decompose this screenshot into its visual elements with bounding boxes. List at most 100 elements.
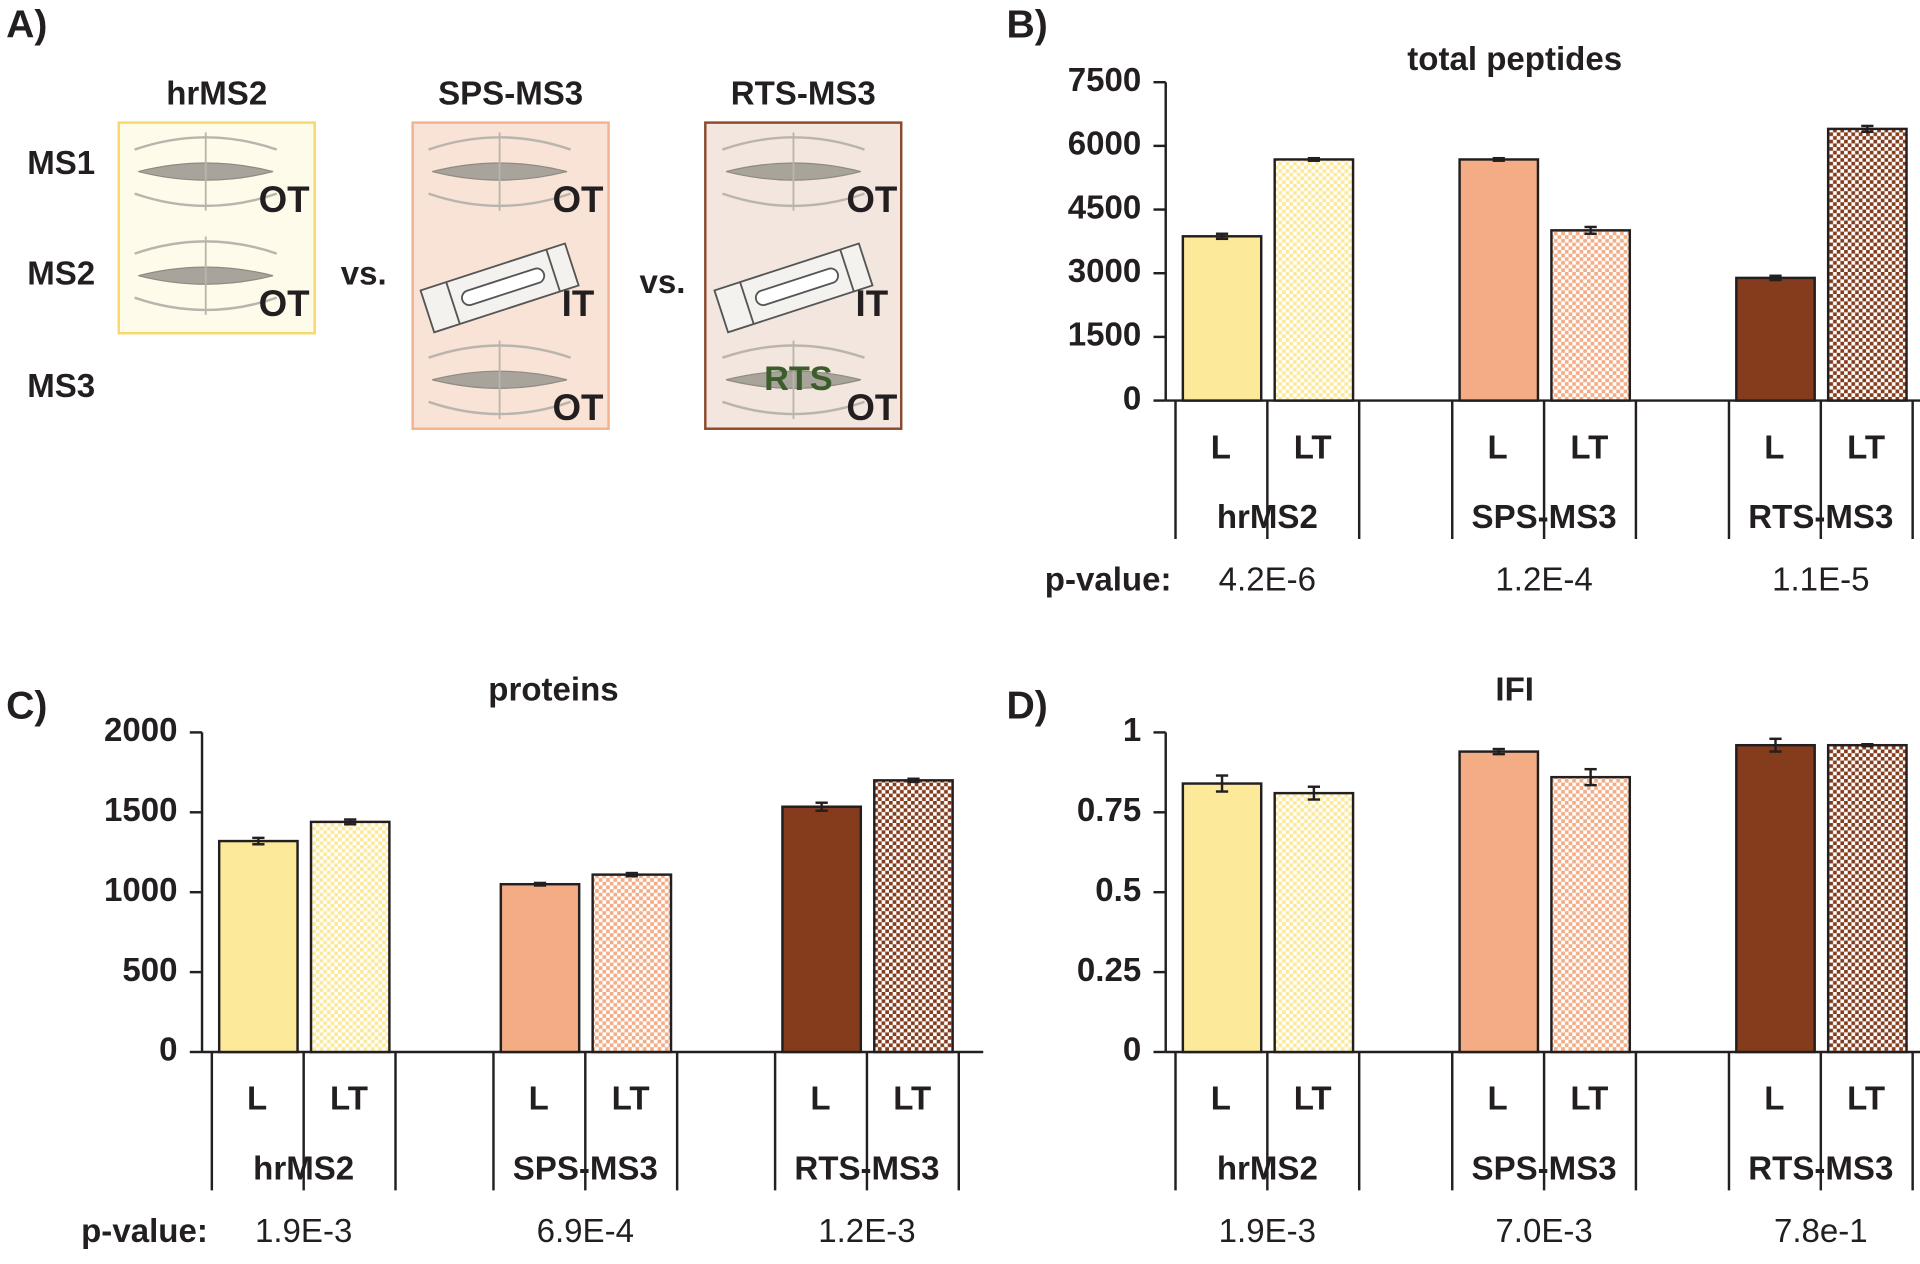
group-label: hrMS2	[253, 1151, 354, 1188]
p-value: 4.2E-6	[1219, 562, 1316, 599]
y-tick-label: 0	[1123, 380, 1141, 417]
bar-label: LT	[612, 1081, 650, 1118]
bar-label: LT	[1847, 429, 1885, 466]
group-label: hrMS2	[1217, 1151, 1318, 1188]
error-bar	[1307, 785, 1320, 801]
error-bar	[1307, 156, 1320, 162]
bar	[1273, 791, 1355, 1054]
bar-label: L	[1487, 1081, 1507, 1118]
analyzer-label: OT	[846, 387, 898, 428]
p-value: 1.2E-4	[1495, 562, 1592, 599]
bar	[1181, 782, 1263, 1054]
group-label: SPS-MS3	[1472, 499, 1617, 536]
bar	[873, 779, 954, 1054]
bar	[1273, 158, 1355, 402]
bar-label: L	[1211, 429, 1231, 466]
y-tick-label: 7500	[1068, 62, 1142, 99]
error-bar	[1215, 774, 1229, 793]
group-label: hrMS2	[1217, 499, 1318, 536]
y-tick-label: 3000	[1068, 253, 1142, 290]
bar-label: LT	[1570, 429, 1608, 466]
p-value-label: p-value:	[81, 1213, 208, 1250]
error-bar	[1861, 743, 1874, 748]
chart-title: proteins	[488, 672, 618, 709]
bar-label: L	[1764, 1081, 1784, 1118]
bar-label: LT	[1570, 1081, 1608, 1118]
bar	[1735, 743, 1816, 1054]
diagram-panel: A) hrMS2 SPS-MS3 RTS-MS3 MS1 MS2 MS3 vs.…	[6, 3, 903, 430]
chart-panel: D) IFI 0 0.25 0.5 0.75 1 hrMS2 1.9E-3 L LT SPS-MS3 7…	[1007, 672, 1920, 1250]
panel-label: D)	[1007, 684, 1048, 727]
method-box	[117, 121, 316, 335]
bar-label: L	[529, 1081, 549, 1118]
bar-label: LT	[1847, 1081, 1885, 1118]
bar	[1181, 235, 1263, 402]
analyzer-label: OT	[552, 179, 604, 220]
bar-label: L	[810, 1081, 830, 1118]
group-label: RTS-MS3	[794, 1151, 939, 1188]
y-tick-label: 0.75	[1077, 792, 1141, 829]
bar-label: LT	[1294, 1081, 1332, 1118]
error-bar	[344, 818, 357, 826]
y-tick-label: 4500	[1068, 189, 1142, 226]
y-tick-label: 1	[1123, 712, 1141, 749]
bar-label: L	[1764, 429, 1784, 466]
group-label: SPS-MS3	[1472, 1151, 1617, 1188]
error-bar	[907, 777, 920, 784]
separator: vs.	[341, 255, 387, 292]
analyzer-label: IT	[562, 283, 595, 324]
bar	[781, 805, 863, 1054]
y-tick-label: 1500	[1068, 317, 1142, 354]
method-title: hrMS2	[166, 75, 267, 112]
y-tick-label: 0.25	[1077, 952, 1141, 989]
chart-panel: B) total peptides 0 1500 3000 4500 6000 7500 hrM…	[1007, 3, 1920, 599]
bar-label: LT	[893, 1081, 931, 1118]
p-value: 1.9E-3	[255, 1213, 352, 1250]
error-bar	[1215, 232, 1229, 241]
y-tick-label: 1500	[104, 792, 178, 829]
ion-trap-seg	[545, 249, 561, 292]
panel-label: B)	[1007, 3, 1048, 46]
y-tick-label: 0	[1123, 1032, 1141, 1069]
ion-trap-slot	[461, 267, 546, 307]
bar	[1735, 276, 1816, 402]
stage-label: MS2	[27, 255, 95, 292]
p-value-label: p-value:	[1045, 562, 1172, 599]
ion-trap-seg	[739, 281, 755, 325]
p-value: 1.9E-3	[1219, 1213, 1316, 1250]
method-title: SPS-MS3	[438, 75, 583, 112]
ion-trap	[713, 242, 874, 334]
error-bar	[1584, 225, 1597, 235]
error-bar	[1769, 274, 1782, 282]
separator: vs.	[639, 264, 685, 301]
group-label: SPS-MS3	[513, 1151, 658, 1188]
analyzer-label: OT	[846, 179, 898, 220]
chart-panel: C) proteins 0 500 1000 1500 2000 hrMS2 1.9E-3 L LT…	[6, 672, 984, 1250]
ion-trap-seg	[445, 281, 461, 325]
error-bar	[625, 871, 638, 878]
y-tick-label: 2000	[104, 712, 178, 749]
ion-trap-seg	[839, 249, 855, 292]
error-bar	[533, 881, 547, 887]
p-value: 7.8e-1	[1774, 1213, 1868, 1250]
panel-label: C)	[6, 684, 47, 727]
bar	[1458, 158, 1540, 402]
y-tick-label: 0.5	[1095, 872, 1141, 909]
y-tick-label: 6000	[1068, 126, 1142, 163]
bar	[1550, 775, 1632, 1054]
group-label: RTS-MS3	[1748, 499, 1893, 536]
analyzer-label: OT	[259, 179, 311, 220]
bar	[309, 820, 391, 1054]
error-bar	[1492, 747, 1505, 756]
error-bar	[252, 836, 265, 846]
error-bar	[1769, 737, 1782, 753]
p-value: 1.2E-3	[818, 1213, 915, 1250]
bar	[1826, 743, 1908, 1054]
bar	[1458, 750, 1540, 1054]
bar-label: LT	[330, 1081, 368, 1118]
method-title: RTS-MS3	[731, 75, 876, 112]
stage-label: MS3	[27, 368, 95, 405]
p-value: 6.9E-4	[537, 1213, 634, 1250]
panel-label: A)	[6, 3, 47, 46]
